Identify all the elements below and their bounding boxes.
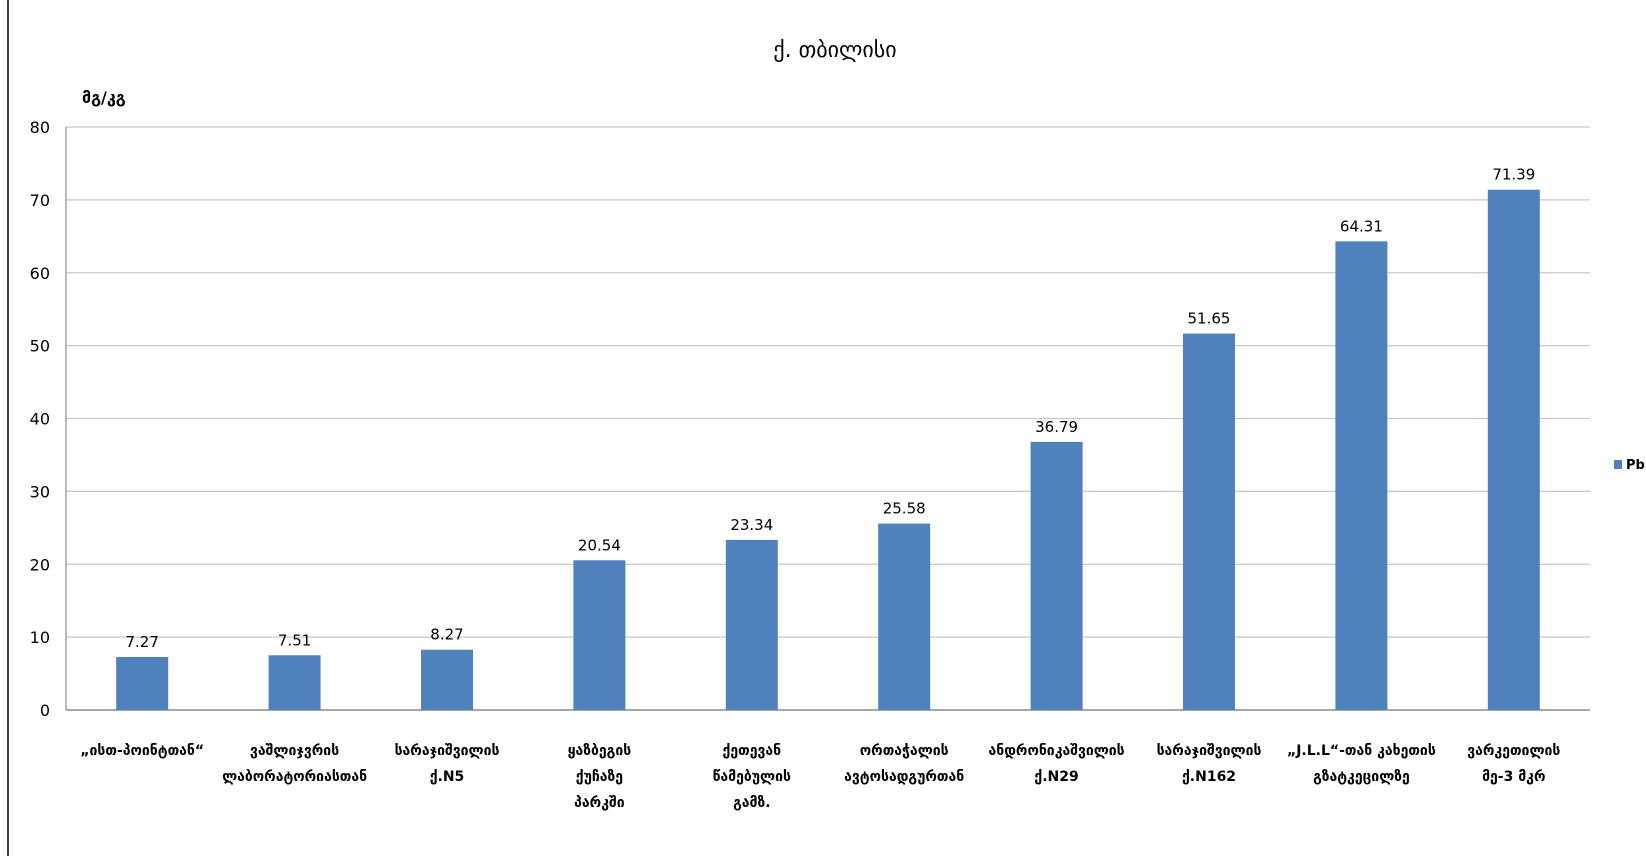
category-label: ავტოსადგურთან bbox=[844, 769, 964, 785]
bar bbox=[878, 523, 931, 710]
category-label: წამებულის bbox=[713, 769, 791, 785]
data-label: 7.51 bbox=[278, 631, 311, 649]
bar bbox=[1487, 189, 1540, 711]
bar bbox=[1335, 241, 1388, 710]
y-tick-label: 0 bbox=[40, 701, 50, 720]
category-label: ლაბორატორიასთან bbox=[222, 769, 367, 785]
category-label: ვაშლიჯვრის bbox=[250, 743, 339, 759]
y-tick-label: 80 bbox=[30, 118, 50, 137]
category-label: გამზ. bbox=[733, 795, 770, 811]
category-label: „ისთ-პოინტთან“ bbox=[80, 743, 204, 759]
y-tick-label: 40 bbox=[30, 410, 50, 429]
category-label: ანდრონიკაშვილის bbox=[989, 743, 1125, 759]
y-tick-label: 60 bbox=[30, 264, 50, 283]
data-label: 23.34 bbox=[730, 516, 773, 534]
data-label: 36.79 bbox=[1035, 418, 1078, 436]
bars bbox=[116, 189, 1540, 711]
y-axis-unit-label: მგ/კგ bbox=[82, 88, 126, 107]
bar bbox=[1183, 333, 1235, 710]
category-label: სარაჯიშვილის bbox=[395, 743, 500, 759]
data-label: 25.58 bbox=[883, 500, 926, 518]
y-tick-label: 30 bbox=[30, 482, 50, 501]
category-label: ვარკეთილის bbox=[1467, 743, 1560, 759]
category-labels: „ისთ-პოინტთან“ ვაშლიჯვრის ლაბორატორიასთან ს… bbox=[80, 743, 1560, 811]
category-label: პარკში bbox=[574, 795, 625, 811]
data-label: 64.31 bbox=[1340, 217, 1383, 235]
data-label: 20.54 bbox=[578, 536, 621, 554]
bar bbox=[1030, 441, 1083, 710]
data-label: 71.39 bbox=[1492, 166, 1535, 184]
y-tick-label: 50 bbox=[30, 337, 50, 356]
data-label: 7.27 bbox=[125, 633, 158, 651]
category-label: ორთაჭალის bbox=[860, 743, 949, 759]
category-label: გზატკეცილზე bbox=[1313, 769, 1410, 785]
category-label: „J.L.L“-თან კახეთის bbox=[1287, 743, 1436, 759]
y-tick-label: 20 bbox=[30, 555, 50, 574]
bar bbox=[421, 649, 473, 710]
category-label: ქეთევან bbox=[723, 743, 782, 759]
bar bbox=[725, 539, 778, 710]
category-label: ქ.N5 bbox=[430, 769, 465, 785]
y-tick-label: 10 bbox=[30, 628, 50, 647]
category-label: ყაზბეგის bbox=[568, 743, 632, 759]
y-tick-labels: 0 10 20 30 40 50 60 70 80 bbox=[30, 118, 50, 720]
bar bbox=[573, 560, 626, 710]
category-label: სარაჯიშვილის bbox=[1157, 743, 1262, 759]
bar bbox=[268, 655, 321, 710]
category-label: ქ.N29 bbox=[1034, 769, 1078, 785]
legend-swatch-pb bbox=[1614, 460, 1622, 469]
data-label: 8.27 bbox=[430, 626, 463, 644]
y-tick-label: 70 bbox=[30, 191, 50, 210]
bar bbox=[116, 657, 169, 710]
category-label: ქ.N162 bbox=[1182, 769, 1236, 785]
category-label: ქუჩაზე bbox=[576, 769, 623, 785]
chart-title: ქ. თბილისი bbox=[773, 38, 896, 63]
data-label: 51.65 bbox=[1188, 310, 1231, 328]
legend-label-pb: Pb bbox=[1626, 458, 1645, 473]
data-labels: 7.27 7.51 8.27 20.54 23.34 25.58 36.79 51.65 64.… bbox=[125, 166, 1535, 651]
legend: Pb bbox=[1614, 458, 1645, 473]
category-label: მე-3 მკრ bbox=[1482, 769, 1545, 785]
